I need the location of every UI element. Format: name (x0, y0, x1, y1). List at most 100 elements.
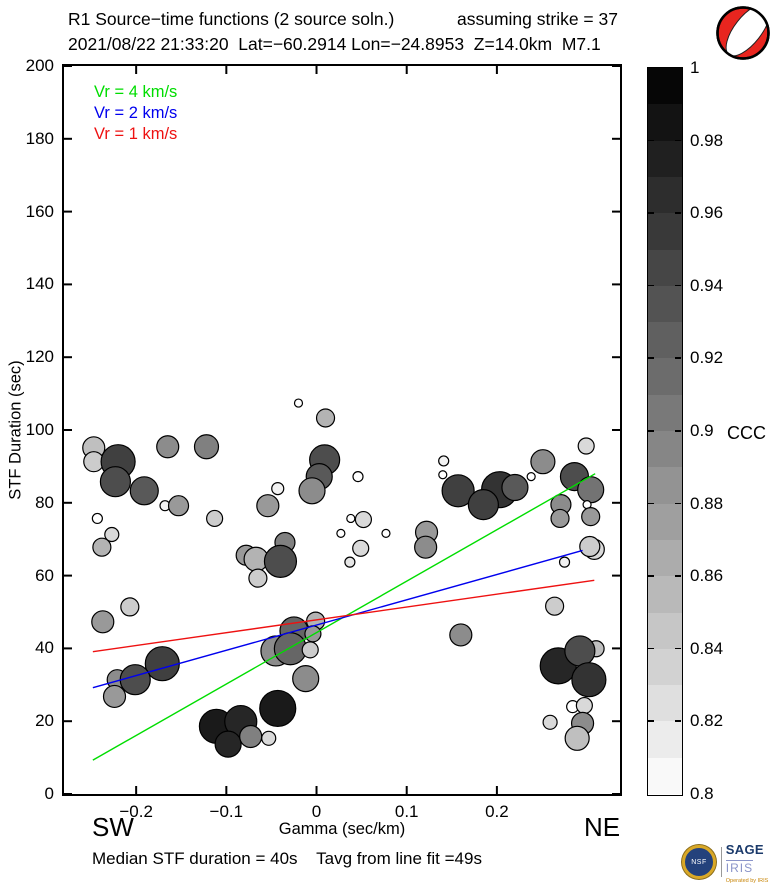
colorbar-tick-mark (648, 575, 654, 577)
scatter-point (214, 730, 242, 758)
y-tick-label: 0 (44, 784, 54, 803)
colorbar-tick-mark (675, 139, 681, 142)
y-tick-label: 20 (35, 711, 54, 731)
scatter-point (239, 724, 263, 749)
x-tick-label: −0.1 (209, 802, 244, 821)
scatter-point (501, 473, 529, 502)
scatter-point (92, 537, 112, 557)
scatter-point (545, 596, 565, 616)
x-tick-label: −0.2 (119, 802, 153, 821)
scatter-point (571, 662, 607, 698)
sw-label: SW (92, 812, 134, 842)
sage-iris-logo: NSF SAGE IRIS Operated by IRIS (682, 842, 780, 884)
scatter-point (99, 466, 132, 498)
colorbar-tick-mark (675, 720, 681, 722)
legend-item-vr4: Vr = 4 km/s (94, 83, 178, 101)
colorbar-tick-label: 0.88 (690, 493, 724, 513)
colorbar-tick-label: 0.98 (690, 130, 724, 150)
scatter-point (438, 455, 450, 467)
scatter-point (579, 535, 601, 558)
x-tick-label: 0 (311, 802, 322, 821)
event-info: 2021/08/22 21:33:20 Lat=−60.2914 Lon=−24… (68, 34, 601, 54)
scatter-point (193, 434, 220, 460)
y-tick-label: 160 (25, 201, 54, 221)
colorbar-tick-label: 0.82 (690, 711, 724, 731)
scatter-point (354, 510, 373, 529)
logo-divider (721, 847, 722, 877)
scatter-point (352, 470, 364, 483)
scatter-point (248, 568, 268, 588)
scatter-point (259, 689, 297, 728)
colorbar-tick-mark (648, 430, 654, 432)
colorbar (647, 67, 683, 796)
colorbar-segment (648, 213, 682, 250)
strike-annotation: assuming strike = 37 (457, 9, 618, 29)
colorbar-segment (648, 68, 682, 105)
colorbar-tick-mark (648, 647, 654, 650)
y-tick-label: 120 (25, 347, 54, 367)
colorbar-tick-mark (675, 575, 681, 577)
colorbar-tick-mark (648, 284, 654, 287)
nsf-seal-text: NSF (691, 858, 707, 866)
colorbar-tick-label: 0.9 (690, 421, 714, 440)
scatter-point (526, 471, 536, 482)
colorbar-tick-mark (675, 284, 681, 287)
scatter-point (315, 408, 336, 428)
scatter-point (263, 544, 298, 579)
focal-mechanism-icon (716, 6, 770, 60)
colorbar-tick-mark (648, 139, 654, 142)
colorbar-segment (648, 503, 682, 541)
scatter-point (336, 528, 346, 538)
scatter-point (292, 665, 320, 693)
colorbar-segment (648, 539, 682, 577)
fit-line (92, 579, 595, 653)
scatter-plot-svg (64, 66, 620, 794)
colorbar-segment (648, 467, 682, 505)
scatter-point (298, 477, 326, 505)
legend-item-vr1: Vr = 1 km/s (94, 125, 178, 143)
colorbar-tick-mark (675, 212, 681, 214)
scatter-point (438, 470, 448, 480)
scatter-point (550, 508, 570, 529)
colorbar-tick-mark (675, 502, 681, 505)
scatter-point (104, 526, 120, 543)
scatter-point (558, 556, 571, 568)
colorbar-tick-label: 0.84 (690, 638, 724, 658)
footer-stats: Median STF duration = 40s Tavg from line… (92, 849, 482, 868)
colorbar-tick-mark (675, 647, 681, 650)
scatter-point (156, 435, 180, 459)
scatter-point (564, 635, 596, 667)
colorbar-tick-label: 0.96 (690, 203, 724, 223)
iris-text: IRIS (725, 859, 754, 875)
colorbar-segment (648, 358, 682, 396)
colorbar-segment (648, 249, 682, 287)
fit-line (92, 549, 583, 689)
colorbar-tick-mark (648, 502, 654, 505)
scatter-point (144, 646, 180, 682)
scatter-point (102, 684, 127, 709)
colorbar-segment (648, 576, 682, 613)
colorbar-segment (648, 104, 682, 142)
scatter-point (129, 476, 159, 506)
scatter-point (206, 509, 224, 528)
colorbar-tick-label: 0.8 (690, 784, 714, 803)
ne-label: NE (584, 812, 621, 842)
y-tick-label: 40 (35, 638, 54, 658)
colorbar-tick-mark (648, 720, 654, 722)
colorbar-segment (648, 285, 682, 323)
colorbar-tick-label: 0.92 (690, 348, 724, 368)
scatter-point (414, 535, 438, 559)
scatter-point (577, 437, 595, 455)
scatter-point (293, 398, 304, 408)
scatter-point (542, 714, 558, 730)
colorbar-tick-mark (675, 357, 681, 359)
x-tick-label: 0.2 (485, 802, 509, 821)
scatter-point (273, 632, 307, 666)
scatter-point (577, 476, 605, 504)
scatter-point (301, 641, 319, 659)
scatter-point (381, 528, 391, 538)
colorbar-tick-label: 0.86 (690, 566, 724, 586)
nsf-seal-icon: NSF (682, 845, 716, 879)
scatter-point (256, 494, 280, 518)
y-tick-label: 100 (25, 420, 54, 439)
